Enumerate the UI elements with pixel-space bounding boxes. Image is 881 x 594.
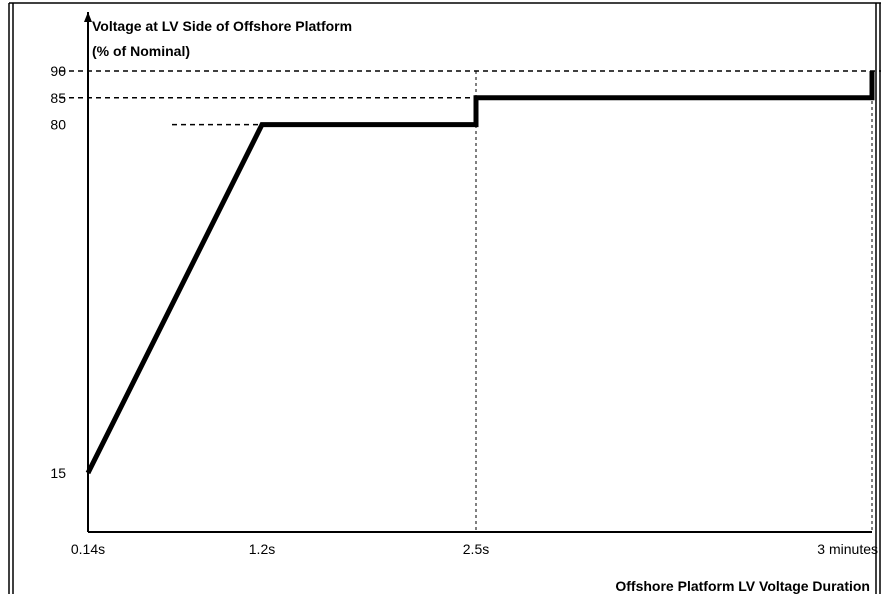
chart-subtitle: (% of Nominal) [92, 43, 190, 59]
y-tick-label: 85 [50, 90, 66, 106]
x-tick-label: 3 minutes [817, 541, 878, 557]
x-tick-label: 1.2s [249, 541, 275, 557]
x-tick-label: 2.5s [463, 541, 489, 557]
chart-title: Voltage at LV Side of Offshore Platform [92, 18, 352, 34]
y-axis-arrow [84, 12, 92, 22]
x-tick-label: 0.14s [71, 541, 105, 557]
y-tick-label: 15 [50, 465, 66, 481]
y-tick-label: 80 [50, 117, 66, 133]
y-tick-label: 90 [50, 63, 66, 79]
x-axis-label: Offshore Platform LV Voltage Duration [615, 578, 870, 594]
data-line [85, 70, 875, 475]
